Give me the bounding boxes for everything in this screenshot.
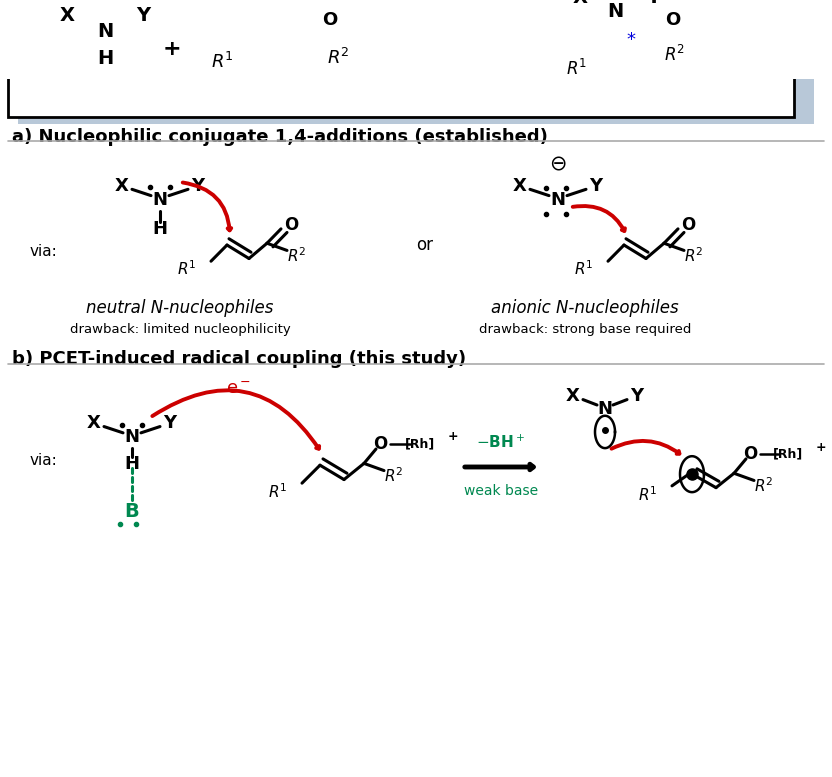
- Text: O: O: [284, 216, 298, 235]
- Text: N: N: [597, 399, 612, 417]
- Text: H: H: [97, 49, 113, 68]
- Text: $R^2$: $R^2$: [327, 48, 349, 68]
- Text: Y: Y: [163, 414, 176, 432]
- Text: b) PCET-induced radical coupling (this study): b) PCET-induced radical coupling (this s…: [12, 350, 466, 368]
- Text: $R^2$: $R^2$: [384, 467, 404, 486]
- Text: X: X: [566, 387, 580, 405]
- Text: $R^2$: $R^2$: [287, 246, 307, 265]
- Text: *: *: [626, 31, 636, 49]
- Text: $R^1$: $R^1$: [567, 59, 587, 79]
- Text: [Rh]: [Rh]: [773, 447, 803, 460]
- Text: O: O: [666, 12, 681, 30]
- Text: N: N: [152, 191, 167, 209]
- Text: a) Nucleophilic conjugate 1,4-additions (established): a) Nucleophilic conjugate 1,4-additions …: [12, 128, 548, 146]
- Text: B: B: [125, 501, 140, 521]
- Text: H: H: [152, 220, 167, 238]
- Text: via:: via:: [30, 244, 57, 259]
- Text: +: +: [448, 430, 458, 443]
- Text: Y: Y: [646, 0, 660, 8]
- Text: Y: Y: [589, 176, 602, 195]
- Text: X: X: [513, 176, 527, 195]
- Text: N: N: [551, 191, 566, 209]
- Text: Y: Y: [631, 387, 644, 405]
- Text: N: N: [125, 428, 140, 446]
- Text: O: O: [322, 12, 338, 30]
- FancyBboxPatch shape: [8, 0, 794, 117]
- Text: X: X: [60, 5, 75, 25]
- Text: $R^2$: $R^2$: [684, 246, 704, 265]
- Text: or: or: [417, 236, 433, 254]
- Text: N: N: [97, 22, 113, 40]
- Text: ⊖: ⊖: [549, 154, 567, 174]
- Text: +: +: [163, 39, 181, 59]
- Text: $R^2$: $R^2$: [755, 476, 774, 495]
- Text: neutral N-nucleophiles: neutral N-nucleophiles: [87, 299, 274, 317]
- Text: e$^-$: e$^-$: [225, 380, 250, 398]
- Text: X: X: [87, 414, 101, 432]
- Text: O: O: [373, 434, 387, 453]
- Text: X: X: [572, 0, 587, 8]
- Text: O: O: [743, 444, 757, 462]
- Text: $R^1$: $R^1$: [574, 259, 594, 277]
- Text: H: H: [125, 455, 140, 473]
- Text: $R^1$: $R^1$: [177, 259, 196, 277]
- Text: weak base: weak base: [464, 484, 538, 498]
- Text: via:: via:: [30, 453, 57, 469]
- Text: $R^1$: $R^1$: [268, 483, 288, 501]
- Text: drawback: limited nucleophilicity: drawback: limited nucleophilicity: [70, 323, 290, 336]
- FancyBboxPatch shape: [18, 0, 814, 124]
- Text: anionic N-nucleophiles: anionic N-nucleophiles: [491, 299, 679, 317]
- Text: $R^1$: $R^1$: [210, 52, 233, 71]
- Text: $-$BH$^+$: $-$BH$^+$: [477, 434, 526, 451]
- Text: drawback: strong base required: drawback: strong base required: [478, 323, 691, 336]
- Text: O: O: [681, 216, 695, 235]
- Text: X: X: [115, 176, 129, 195]
- Text: [Rh]: [Rh]: [405, 437, 435, 450]
- Text: $R^1$: $R^1$: [638, 486, 658, 504]
- Text: +: +: [815, 441, 826, 454]
- Text: N: N: [607, 2, 623, 21]
- Text: $R^2$: $R^2$: [665, 44, 686, 64]
- Text: Y: Y: [136, 5, 150, 25]
- Text: Y: Y: [191, 176, 205, 195]
